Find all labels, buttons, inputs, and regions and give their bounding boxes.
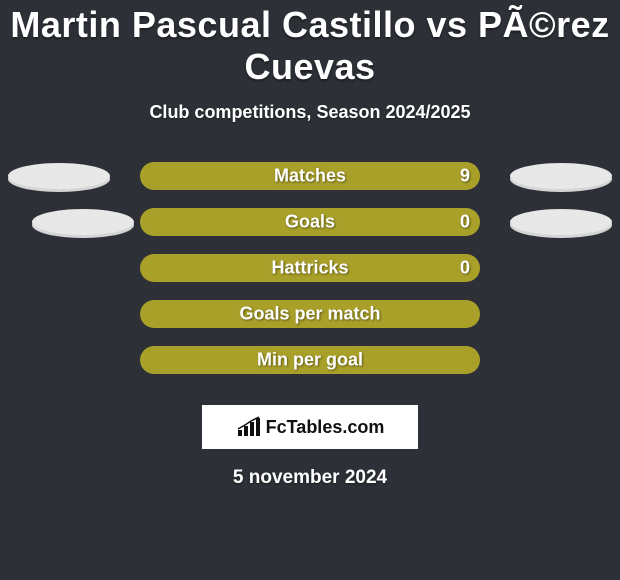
stat-rows: Matches 9 Goals 0 Hattricks 0 <box>0 153 620 383</box>
stat-bar: Matches 9 <box>140 162 480 190</box>
player1-ellipse <box>8 163 110 189</box>
stat-row: Hattricks 0 <box>0 245 620 291</box>
player2-ellipse <box>510 163 612 189</box>
stat-bar: Min per goal <box>140 346 480 374</box>
stat-val-player2: 9 <box>460 166 470 187</box>
stat-row: Matches 9 <box>0 153 620 199</box>
stat-val-player2: 0 <box>460 258 470 279</box>
stat-label: Matches <box>274 166 346 187</box>
stat-label: Min per goal <box>257 350 363 371</box>
stat-row: Min per goal <box>0 337 620 383</box>
date-text: 5 november 2024 <box>0 467 620 489</box>
stat-bar: Goals per match <box>140 300 480 328</box>
stat-bar: Goals 0 <box>140 208 480 236</box>
stat-row: Goals per match <box>0 291 620 337</box>
stat-label: Hattricks <box>271 258 348 279</box>
branding-logo: FcTables.com <box>202 405 418 449</box>
stat-row: Goals 0 <box>0 199 620 245</box>
bar-chart-icon <box>236 416 262 438</box>
stat-label: Goals <box>285 212 335 233</box>
player2-ellipse <box>510 209 612 235</box>
subtitle: Club competitions, Season 2024/2025 <box>0 102 620 123</box>
stat-label: Goals per match <box>239 304 380 325</box>
player1-ellipse <box>32 209 134 235</box>
logo-text: FcTables.com <box>266 417 385 438</box>
stat-bar: Hattricks 0 <box>140 254 480 282</box>
page-title: Martin Pascual Castillo vs PÃ©rez Cuevas <box>0 0 620 88</box>
stat-val-player2: 0 <box>460 212 470 233</box>
comparison-infographic: Martin Pascual Castillo vs PÃ©rez Cuevas… <box>0 0 620 580</box>
